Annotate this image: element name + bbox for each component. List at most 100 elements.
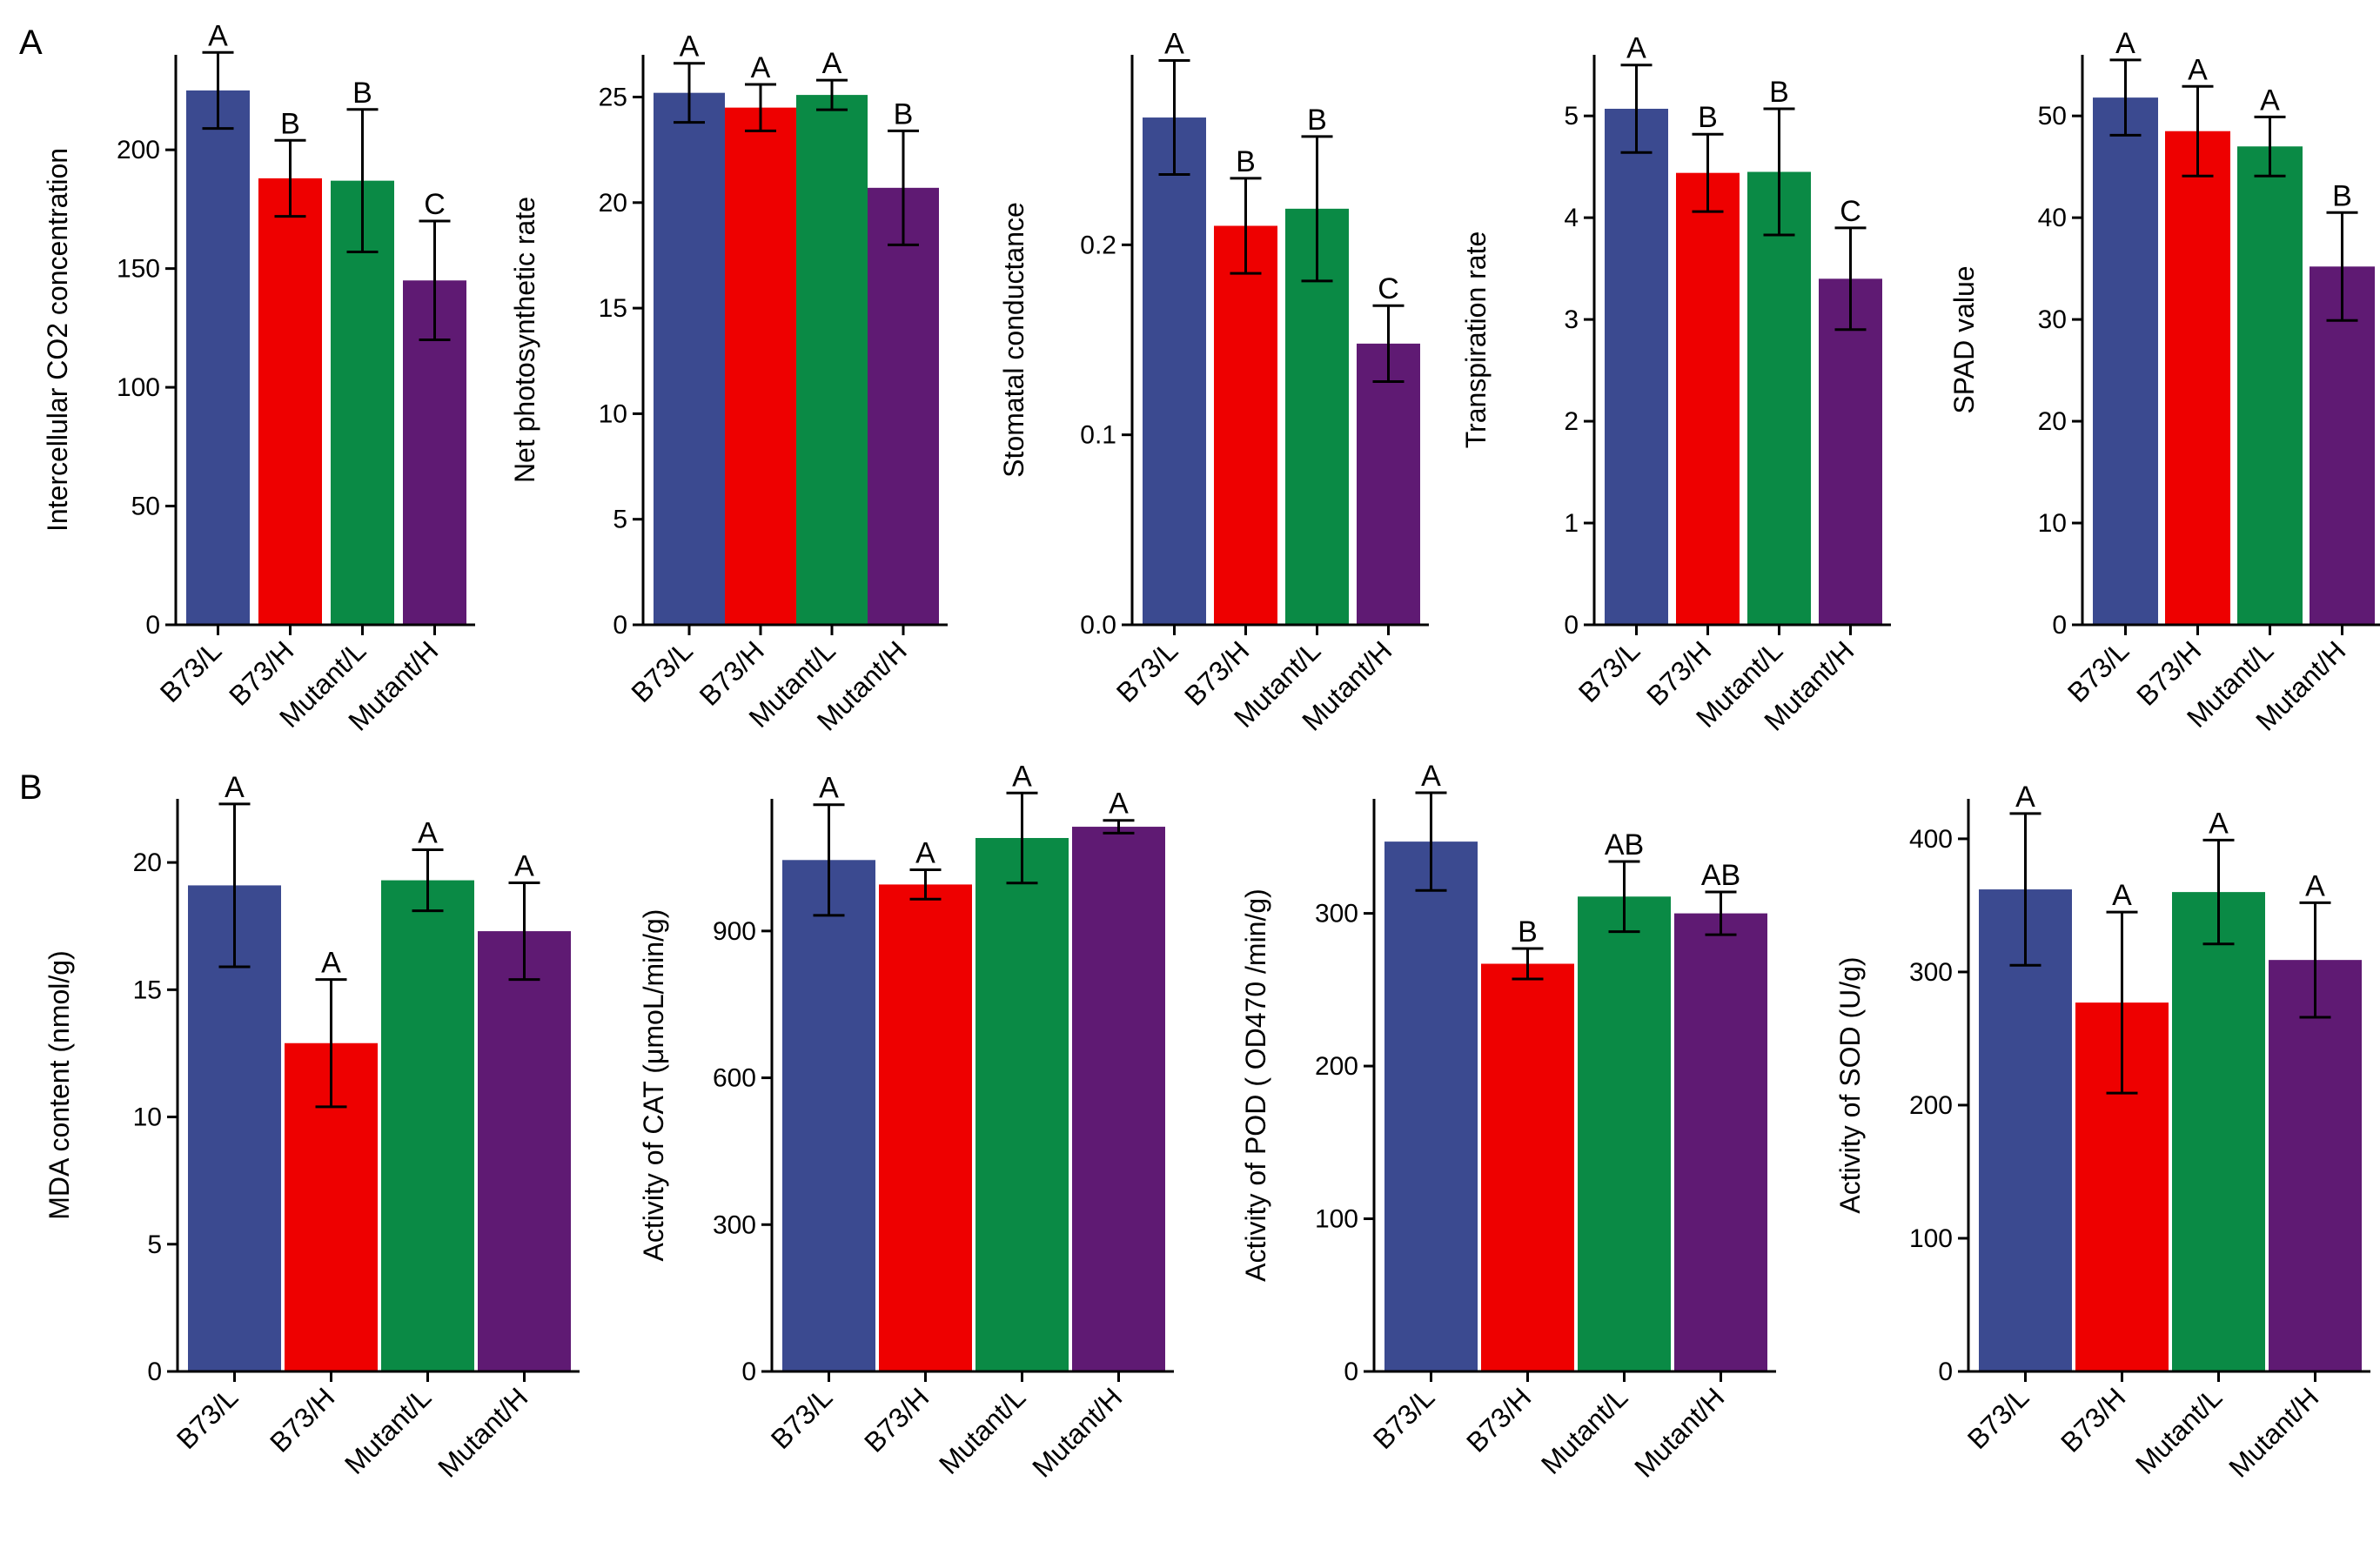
y-tick-label: 15 [133, 975, 162, 1004]
significance-label: C [424, 188, 446, 221]
bar [725, 107, 796, 626]
significance-label: A [1012, 760, 1032, 793]
y-axis-title: Activity of CAT (μmoL/min/g) [638, 909, 669, 1262]
y-tick-label: 40 [2038, 204, 2067, 232]
bar [258, 178, 322, 625]
bar [654, 92, 725, 625]
category-label: Mutant/H [1026, 1381, 1128, 1483]
y-axis-title: Activity of SOD (U/g) [1834, 956, 1866, 1213]
y-tick-label: 25 [599, 84, 627, 112]
category-label: Mutant/L [339, 1381, 438, 1480]
chart-gs: AB73/LBB73/HBMutant/LCMutant/H0.00.10.2S… [998, 28, 1429, 737]
y-tick-label: 400 [1909, 825, 1953, 854]
y-tick-label: 20 [2038, 407, 2067, 436]
y-tick-label: 100 [1315, 1205, 1358, 1234]
significance-label: B [2332, 179, 2352, 212]
significance-label: C [1378, 272, 1399, 305]
y-tick-label: 3 [1564, 305, 1579, 334]
y-tick-label: 200 [117, 136, 160, 164]
y-tick-label: 20 [599, 189, 627, 218]
y-axis-title: Stomatal conductance [998, 202, 1029, 478]
significance-label: A [2305, 869, 2325, 902]
significance-label: A [208, 19, 228, 52]
bar [1676, 172, 1740, 625]
chart-tr: AB73/LBB73/HBMutant/LCMutant/H012345Tran… [1460, 32, 1891, 737]
category-label: B73/L [1110, 634, 1184, 708]
category-label: B73/L [765, 1381, 839, 1455]
significance-label: A [1421, 760, 1441, 793]
y-tick-label: 0.2 [1080, 231, 1116, 259]
y-tick-label: 200 [1909, 1091, 1953, 1120]
bar [1674, 913, 1767, 1371]
y-tick-label: 5 [147, 1230, 162, 1259]
y-tick-label: 200 [1315, 1052, 1358, 1081]
y-tick-label: 0 [1938, 1358, 1953, 1386]
bar [1578, 896, 1671, 1371]
category-label: B73/H [858, 1381, 935, 1458]
significance-label: A [822, 47, 842, 80]
y-tick-label: 150 [117, 255, 160, 284]
significance-label: A [418, 816, 438, 849]
chart-ci: AB73/LBB73/HBMutant/LCMutant/H0501001502… [42, 19, 475, 737]
y-tick-label: 0 [1344, 1358, 1358, 1386]
bar [1384, 841, 1478, 1371]
bar [478, 931, 571, 1371]
significance-label: A [915, 837, 935, 870]
bar [1979, 889, 2072, 1371]
bar [975, 837, 1069, 1371]
bar [1214, 225, 1277, 625]
y-axis-title: SPAD value [1948, 265, 1980, 413]
bar [796, 95, 868, 625]
bar [868, 187, 939, 626]
bar [1357, 343, 1420, 625]
bar [1481, 963, 1574, 1371]
significance-label: A [514, 850, 534, 883]
category-label: Mutant/L [1535, 1381, 1634, 1480]
category-label: B73/L [171, 1381, 245, 1455]
bar [1819, 278, 1882, 625]
bar [2172, 892, 2265, 1371]
category-label: B73/H [2055, 1381, 2131, 1458]
y-axis-title: Transpiration rate [1460, 231, 1492, 449]
y-tick-label: 0 [147, 1358, 162, 1386]
category-label: Mutant/H [1628, 1381, 1730, 1483]
significance-label: A [2115, 27, 2135, 60]
bar [1605, 108, 1668, 625]
significance-label: B [1769, 76, 1789, 109]
category-label: B73/L [625, 634, 699, 708]
y-tick-label: 300 [1315, 900, 1358, 929]
significance-label: A [225, 771, 245, 804]
significance-label: A [751, 51, 771, 84]
significance-label: A [2209, 807, 2229, 840]
y-axis-title: MDA content (nmol/g) [44, 950, 75, 1219]
significance-label: A [321, 947, 341, 980]
significance-label: B [1307, 104, 1327, 137]
significance-label: AB [1605, 828, 1644, 862]
category-label: Mutant/H [432, 1381, 533, 1483]
significance-label: AB [1701, 859, 1740, 892]
y-tick-label: 900 [713, 917, 756, 946]
bar [2269, 960, 2362, 1371]
y-tick-label: 0 [1564, 611, 1579, 640]
category-label: B73/H [1460, 1381, 1537, 1458]
y-axis-title: Intercellular CO2 concentration [42, 148, 73, 532]
y-tick-label: 0 [145, 611, 160, 640]
significance-label: A [680, 30, 700, 64]
y-tick-label: 0 [613, 611, 627, 640]
category-label: B73/L [2062, 634, 2135, 708]
chart-sod: A B73/L A B73/H A Mutant/L A Mutant/H 0 100 200 300… [1834, 781, 2370, 1484]
y-tick-label: 2 [1564, 407, 1579, 436]
significance-label: B [894, 97, 914, 131]
significance-label: A [2188, 53, 2208, 86]
chart-mda: A B73/L A B73/H A Mutant/L A Mutant/H 0 5 10 15 20 MD… [44, 771, 580, 1484]
category-label: B73/L [1572, 634, 1646, 708]
y-tick-label: 10 [133, 1103, 162, 1132]
chart-cat: A B73/L A B73/H A Mutant/L A Mutant/H 0 300 600 900… [638, 760, 1174, 1484]
y-tick-label: 15 [599, 294, 627, 323]
significance-label: B [1518, 915, 1538, 949]
significance-label: A [2260, 84, 2280, 117]
y-axis-title: Activity of POD ( OD470 /min/g) [1240, 888, 1271, 1282]
significance-label: B [352, 77, 372, 110]
y-tick-label: 50 [131, 493, 160, 521]
